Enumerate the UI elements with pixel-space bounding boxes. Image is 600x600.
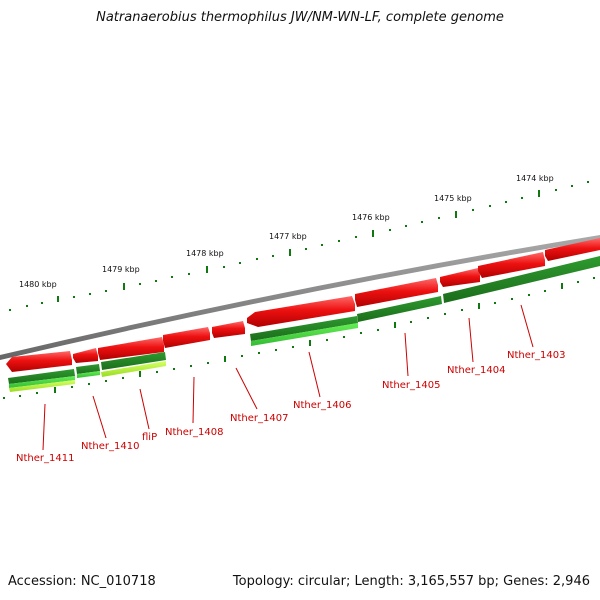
inner-scale-ticks xyxy=(3,277,595,399)
gene-nther-1404-forward xyxy=(440,268,480,287)
gene-label-leaders xyxy=(42,304,534,451)
gene-nther-1406-forward xyxy=(247,296,355,327)
scale-label: 1476 kbp xyxy=(352,213,390,222)
leader-nther-1410 xyxy=(92,395,107,439)
leader-nther-1407 xyxy=(235,367,258,410)
gene-label-flip[interactable]: fliP xyxy=(142,432,157,443)
gene-label-nther-1403[interactable]: Nther_1403 xyxy=(507,350,565,361)
gene-label-nther-1405[interactable]: Nther_1405 xyxy=(382,380,440,391)
gene-nther-1410-light xyxy=(77,371,100,378)
gene-labels: Nther_1411 Nther_1410 fliP Nther_1408 Nt… xyxy=(16,350,565,464)
gene-label-nther-1404[interactable]: Nther_1404 xyxy=(447,365,505,376)
gene-label-nther-1407[interactable]: Nther_1407 xyxy=(230,413,288,424)
leader-nther-1411 xyxy=(42,403,46,451)
gene-nther-1403-reverse xyxy=(443,256,600,303)
leader-nther-1408 xyxy=(192,376,195,424)
leader-nther-1403 xyxy=(520,304,534,348)
gene-flip-forward xyxy=(98,337,164,360)
gene-nther-1411-yellow xyxy=(9,380,75,392)
leader-nther-1404 xyxy=(468,317,474,363)
gene-label-nther-1411[interactable]: Nther_1411 xyxy=(16,453,74,464)
gene-nther-1406-light xyxy=(251,323,358,346)
scale-label: 1477 kbp xyxy=(269,232,307,241)
gene-nther-1411-forward xyxy=(6,351,72,372)
gene-nther-1410-forward xyxy=(73,348,98,363)
gene-nther-1405-forward xyxy=(355,278,438,307)
scale-label: 1474 kbp xyxy=(516,174,554,183)
gene-nther-1408-forward xyxy=(163,327,210,348)
scale-label: 1478 kbp xyxy=(186,249,224,258)
gene-nther-1411-light xyxy=(9,376,75,388)
gene-nther-1407-forward xyxy=(212,321,245,338)
gene-flip-reverse xyxy=(101,352,166,370)
page-title: Natranaerobius thermophilus JW/NM-WN-LF,… xyxy=(96,10,504,25)
leader-nther-1405 xyxy=(404,332,409,377)
gene-label-nther-1408[interactable]: Nther_1408 xyxy=(165,427,223,438)
genome-backbone xyxy=(0,235,600,360)
reverse-strand-genes xyxy=(8,256,600,392)
leader-flip xyxy=(139,388,150,430)
outer-scale-labels: 1480 kbp 1479 kbp 1478 kbp 1477 kbp 1476… xyxy=(19,174,554,289)
gene-nther-1411-reverse xyxy=(8,369,75,384)
gene-offscreen-forward xyxy=(545,238,600,261)
accession-text: Accession: NC_010718 xyxy=(8,574,156,589)
gene-label-nther-1406[interactable]: Nther_1406 xyxy=(293,400,351,411)
leader-nther-1406 xyxy=(308,351,321,398)
scale-label: 1479 kbp xyxy=(102,265,140,274)
gene-nther-1406-reverse xyxy=(250,316,358,341)
gene-flip-yellow xyxy=(101,361,166,377)
outer-scale-ticks xyxy=(9,181,589,311)
scale-label: 1480 kbp xyxy=(19,280,57,289)
forward-strand-genes xyxy=(6,238,600,372)
gene-nther-1410-reverse xyxy=(76,364,100,374)
gene-nther-1403-forward xyxy=(478,252,545,278)
genome-summary-text: Topology: circular; Length: 3,165,557 bp… xyxy=(232,574,590,589)
gene-label-nther-1410[interactable]: Nther_1410 xyxy=(81,441,139,452)
scale-label: 1475 kbp xyxy=(434,194,472,203)
gene-nther-1405-reverse xyxy=(357,296,442,322)
